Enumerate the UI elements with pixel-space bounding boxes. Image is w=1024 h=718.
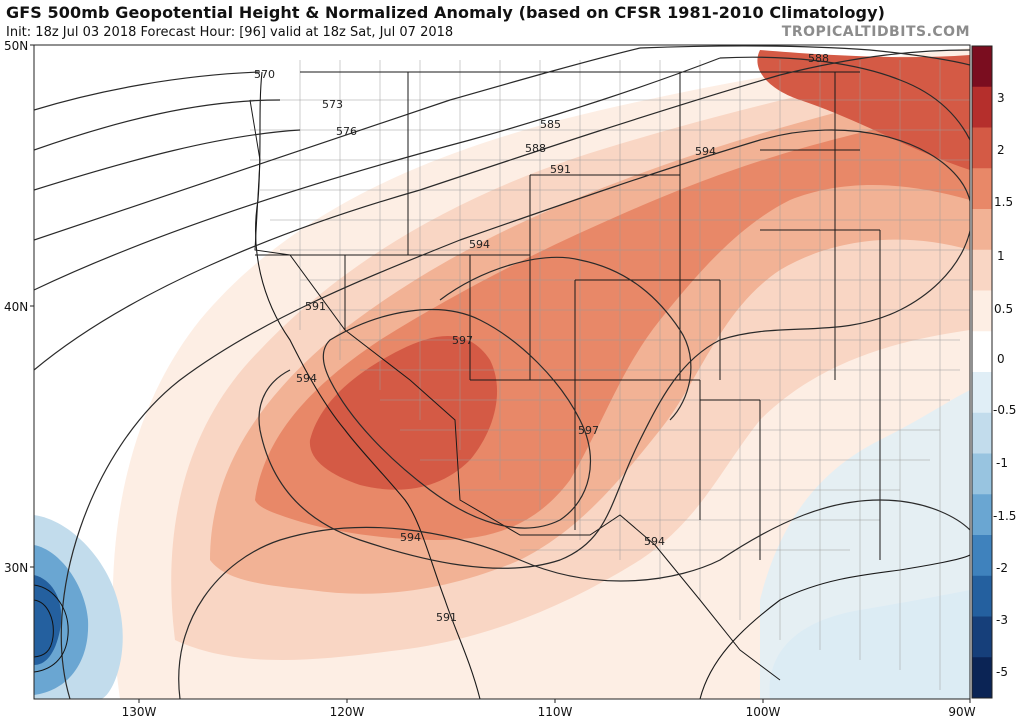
colorbar-swatch [972, 46, 992, 88]
gulf-coastline [699, 554, 970, 699]
contour-label-597-east: 597 [578, 424, 599, 437]
colorbar-swatch [972, 249, 992, 291]
contour-label-594-sw: 594 [400, 531, 421, 544]
colorbar-label-0: 0 [997, 352, 1005, 366]
contour-label-594-ne: 594 [695, 145, 716, 158]
contour-label-588-ne: 588 [808, 52, 829, 65]
map-frame [33, 44, 971, 700]
colorbar-label-neg-2: -2 [996, 561, 1008, 575]
contour-labels: 570 573 576 585 588 591 594 594 591 597 … [254, 52, 829, 624]
colorbar-swatch [972, 86, 992, 128]
contour-585-ne [639, 45, 970, 66]
colorbar-swatch [972, 494, 992, 536]
lat-label-30n: 30N [4, 561, 28, 575]
contour-label-597: 597 [452, 334, 473, 347]
anomaly-fill-neg-west-core [34, 575, 62, 665]
colorbar-label-neg-3: -3 [996, 613, 1008, 627]
colorbar-label-0-5: 0.5 [994, 302, 1013, 316]
colorbar-swatch [972, 127, 992, 169]
colorbar [971, 45, 993, 699]
chart-title: GFS 500mb Geopotential Height & Normaliz… [6, 3, 886, 22]
colorbar-label-neg-1: -1 [996, 456, 1008, 470]
colorbar-swatch [972, 412, 992, 454]
lon-label-110w: 110W [538, 705, 573, 718]
brand-watermark: TROPICALTIDBITS.COM [781, 24, 970, 40]
negative-anomaly-contours [34, 584, 69, 673]
colorbar-label-neg-5: -5 [996, 665, 1008, 679]
contour-label-570: 570 [254, 68, 275, 81]
colorbar-swatch [972, 453, 992, 495]
contour-label-591-south: 591 [436, 611, 457, 624]
contour-label-591: 591 [550, 163, 571, 176]
contour-label-594-coast: 594 [296, 372, 317, 385]
colorbar-label-1-5: 1.5 [994, 195, 1013, 209]
colorbar-swatch [972, 657, 992, 699]
pacific-coastline [255, 71, 481, 699]
lon-label-90w: 90W [948, 705, 975, 718]
colorbar-swatch [972, 575, 992, 617]
contour-label-591-west: 591 [305, 300, 326, 313]
colorbar-swatch [972, 372, 992, 414]
lat-label-40n: 40N [4, 300, 28, 314]
contour-591-south [178, 499, 970, 699]
colorbar-swatch [972, 535, 992, 577]
contour-label-588: 588 [525, 142, 546, 155]
anomaly-fill-2 [309, 336, 498, 490]
colorbar-label-1: 1 [997, 249, 1005, 263]
anomaly-fill-2-ne [757, 50, 970, 170]
colorbar-frame [971, 45, 993, 699]
colorbar-label-neg-0-5: -0.5 [993, 403, 1016, 417]
colorbar-label-2: 2 [997, 143, 1005, 157]
anomaly-fill-neg-east [760, 390, 970, 699]
contour-label-594-mid: 594 [469, 238, 490, 251]
colorbar-swatch [972, 209, 992, 251]
colorbar-label-3: 3 [997, 91, 1005, 105]
height-contours [34, 45, 970, 699]
colorbar-labels: 3 2 1.5 1 0.5 0 -0.5 -1 -1.5 -2 -3 -5 [993, 91, 1016, 679]
county-grid [250, 60, 970, 690]
longitude-axis: 130W 120W 110W 100W 90W [122, 699, 976, 718]
latitude-axis: 50N 40N 30N [4, 39, 34, 575]
colorbar-swatch [972, 168, 992, 210]
lon-label-100w: 100W [746, 705, 781, 718]
lon-label-130w: 130W [122, 705, 157, 718]
contour-label-573: 573 [322, 98, 343, 111]
chart-subtitle: Init: 18z Jul 03 2018 Forecast Hour: [96… [6, 25, 454, 40]
map-panel: 570 573 576 585 588 591 594 594 591 597 … [34, 45, 970, 699]
contour-594-inner [439, 256, 692, 421]
contour-label-576: 576 [336, 125, 357, 138]
contour-label-585: 585 [540, 118, 561, 131]
contour-588-ne [719, 56, 970, 141]
contour-label-594-se: 594 [644, 535, 665, 548]
colorbar-swatch [972, 290, 992, 332]
lat-label-50n: 50N [4, 39, 28, 53]
contour-594-loop [60, 129, 970, 699]
state-borders [249, 71, 881, 681]
colorbar-swatch [972, 616, 992, 658]
contour-597 [322, 309, 591, 529]
colorbar-swatch [972, 331, 992, 373]
colorbar-label-neg-1-5: -1.5 [993, 509, 1016, 523]
lon-label-120w: 120W [330, 705, 365, 718]
